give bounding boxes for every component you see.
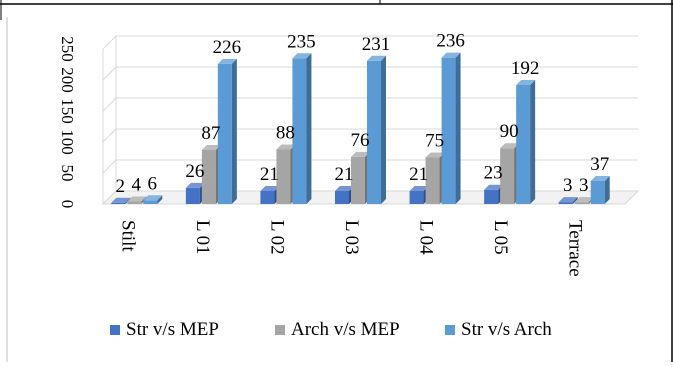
data-label: 90 xyxy=(500,121,519,142)
gridline xyxy=(102,97,638,112)
data-label: 88 xyxy=(276,122,295,143)
data-label: 4 xyxy=(132,175,142,196)
data-label: 3 xyxy=(579,175,589,196)
data-label: 37 xyxy=(590,154,609,175)
bar xyxy=(111,197,131,204)
y-tick-label: 200 xyxy=(58,67,77,93)
x-tick-label: Stilt xyxy=(117,220,138,252)
x-tick-label: L 04 xyxy=(416,220,437,255)
x-tick-label: L 05 xyxy=(490,220,511,255)
y-tick-label: 0 xyxy=(58,200,77,209)
legend-swatch xyxy=(110,325,120,335)
legend-swatch xyxy=(445,325,455,335)
data-label: 21 xyxy=(260,164,279,185)
y-tick-label: 250 xyxy=(58,36,77,62)
bar xyxy=(441,52,461,205)
data-label: 192 xyxy=(511,58,540,79)
bar xyxy=(558,197,578,204)
data-label: 236 xyxy=(436,31,465,52)
data-label: 75 xyxy=(425,131,444,152)
data-label: 3 xyxy=(563,175,573,196)
data-label: 21 xyxy=(335,164,354,185)
legend-label: Str v/s MEP xyxy=(126,319,219,340)
legend: Str v/s MEP Arch v/s MEP Str v/s Arch xyxy=(110,319,552,340)
data-label: 26 xyxy=(185,161,204,182)
data-label: 76 xyxy=(351,130,370,151)
x-tick-label: L 02 xyxy=(266,220,287,255)
data-label: 235 xyxy=(287,31,316,52)
data-label: 23 xyxy=(484,163,503,184)
data-label: 6 xyxy=(148,173,158,194)
bar xyxy=(217,58,237,204)
y-tick-label: 100 xyxy=(58,129,77,155)
legend-item: Str v/s Arch xyxy=(445,319,552,340)
legend-item: Str v/s MEP xyxy=(110,319,219,340)
gridline xyxy=(102,66,638,81)
legend-swatch xyxy=(275,325,285,335)
gridline xyxy=(102,35,638,50)
y-axis-tick-labels: 0 50 100 150 200 250 xyxy=(58,36,77,208)
gridlines xyxy=(102,35,638,205)
gridline xyxy=(102,190,638,205)
bar xyxy=(143,195,163,204)
legend-label: Str v/s Arch xyxy=(461,319,552,340)
x-axis-tick-labels: Stilt L 01 L 02 L 03 L 04 L 05 Terrace xyxy=(117,220,585,277)
x-tick-label: L 01 xyxy=(192,220,213,255)
data-label: 2 xyxy=(116,176,126,197)
bar xyxy=(292,53,312,204)
x-tick-label: Terrace xyxy=(565,220,586,277)
legend-item: Arch v/s MEP xyxy=(275,319,400,340)
bar xyxy=(590,176,610,204)
y-tick-label: 50 xyxy=(58,165,77,182)
legend-label: Arch v/s MEP xyxy=(291,319,400,340)
y-tick-label: 150 xyxy=(58,98,77,124)
data-label: 226 xyxy=(213,37,242,58)
data-label: 87 xyxy=(201,123,220,144)
data-label: 21 xyxy=(409,164,428,185)
x-tick-label: L 03 xyxy=(341,220,362,255)
gridline xyxy=(102,159,638,174)
bar xyxy=(367,55,386,204)
bar xyxy=(516,79,536,204)
gridline xyxy=(102,128,638,143)
bars xyxy=(111,52,610,205)
data-label: 231 xyxy=(362,34,391,55)
